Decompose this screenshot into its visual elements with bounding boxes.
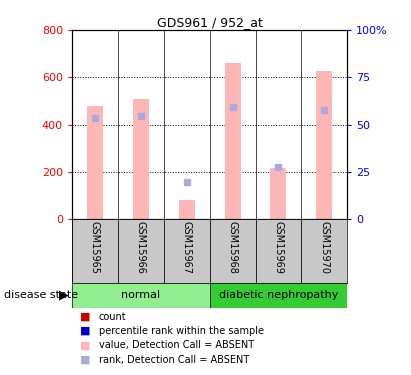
Text: GSM15970: GSM15970 [319, 221, 329, 274]
Bar [316, 71, 332, 219]
Text: GSM15967: GSM15967 [182, 221, 192, 274]
Text: disease state: disease state [4, 290, 78, 300]
Text: normal: normal [121, 290, 160, 300]
Bar [210, 219, 256, 283]
Text: GSM15968: GSM15968 [228, 221, 238, 274]
Text: GSM15965: GSM15965 [90, 221, 100, 274]
Bar [164, 219, 210, 283]
Text: ■: ■ [80, 340, 91, 350]
Text: ▶: ▶ [59, 289, 69, 302]
Bar [224, 63, 240, 219]
Text: ■: ■ [80, 355, 91, 364]
Bar [179, 200, 195, 219]
Bar [72, 219, 118, 283]
Text: diabetic nephropathy: diabetic nephropathy [219, 290, 338, 300]
Bar [133, 99, 149, 219]
Text: GSM15966: GSM15966 [136, 221, 146, 274]
Bar [72, 283, 210, 308]
Bar [210, 283, 347, 308]
Text: ■: ■ [80, 326, 91, 336]
Text: rank, Detection Call = ABSENT: rank, Detection Call = ABSENT [99, 355, 249, 364]
Text: GSM15969: GSM15969 [273, 221, 284, 274]
Text: ■: ■ [80, 312, 91, 322]
Bar [256, 219, 301, 283]
Text: value, Detection Call = ABSENT: value, Detection Call = ABSENT [99, 340, 254, 350]
Bar [301, 219, 347, 283]
Text: count: count [99, 312, 126, 322]
Bar [270, 168, 286, 219]
Title: GDS961 / 952_at: GDS961 / 952_at [157, 16, 263, 29]
Bar [87, 106, 103, 219]
Text: percentile rank within the sample: percentile rank within the sample [99, 326, 263, 336]
Bar [118, 219, 164, 283]
